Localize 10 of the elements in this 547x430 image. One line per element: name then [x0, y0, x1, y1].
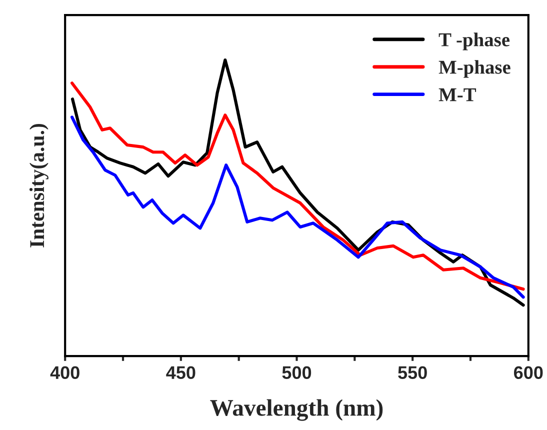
y-axis-title: Intensity(a.u.) — [29, 124, 48, 248]
x-axis-title: Wavelength (nm) — [210, 399, 383, 421]
x-tick-label: 400 — [50, 366, 80, 380]
legend-label: M-T — [438, 88, 476, 102]
x-tick-label: 550 — [398, 366, 427, 380]
legend-label: M-phase — [438, 60, 510, 78]
legend-label: T -phase — [438, 32, 510, 50]
x-tick-label: 600 — [514, 366, 543, 380]
x-tick-label: 450 — [166, 366, 196, 380]
x-tick-label: 500 — [282, 366, 312, 380]
